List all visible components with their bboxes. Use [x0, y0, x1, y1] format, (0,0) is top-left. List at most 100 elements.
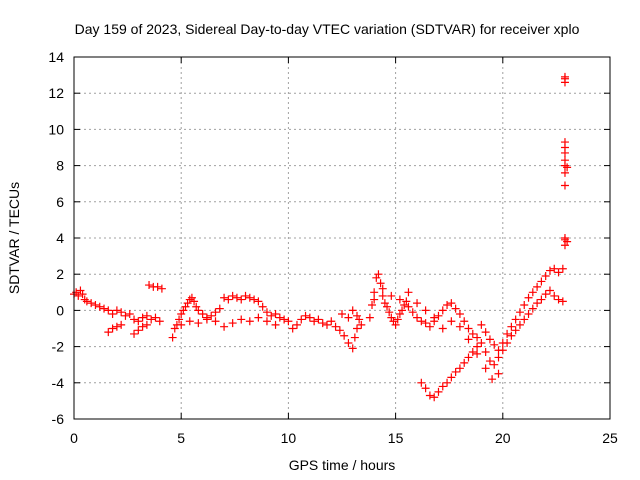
data-point [520, 315, 529, 324]
data-point [464, 335, 473, 344]
data-point [391, 320, 400, 329]
data-point [108, 310, 117, 319]
data-point [503, 329, 512, 338]
data-point [237, 295, 246, 304]
data-point [464, 324, 473, 333]
data-point [327, 317, 336, 326]
data-point [72, 288, 81, 297]
data-point [511, 315, 520, 324]
data-point [355, 315, 364, 324]
data-point [417, 378, 426, 387]
data-point [348, 306, 357, 315]
data-point [211, 317, 220, 326]
data-point [421, 319, 430, 328]
data-point [413, 313, 422, 322]
data-point [389, 317, 398, 326]
data-point [380, 299, 389, 308]
data-point [183, 299, 192, 308]
data-point [560, 72, 569, 81]
data-point [258, 302, 267, 311]
data-point [220, 322, 229, 331]
data-point [515, 320, 524, 329]
y-axis-label: SDTVAR / TECUs [6, 182, 22, 294]
data-point [494, 369, 503, 378]
grid-lines [74, 57, 610, 419]
data-point [207, 311, 216, 320]
data-point [275, 313, 284, 322]
data-point [421, 306, 430, 315]
data-point [117, 308, 126, 317]
data-point [402, 297, 411, 306]
data-point [395, 295, 404, 304]
data-point [528, 304, 537, 313]
data-point [179, 306, 188, 315]
data-point [74, 291, 83, 300]
data-point [473, 333, 482, 342]
data-point [262, 317, 271, 326]
data-point [344, 313, 353, 322]
y-tick-label: 4 [56, 230, 64, 246]
data-point [563, 163, 572, 172]
data-point [153, 282, 162, 291]
y-tick-label: -2 [52, 339, 65, 355]
data-point [117, 320, 126, 329]
data-point [87, 299, 96, 308]
data-point [550, 291, 559, 300]
x-tick-label: 5 [177, 430, 185, 446]
data-point [541, 290, 550, 299]
data-point [421, 384, 430, 393]
y-tick-label: 2 [56, 266, 64, 282]
data-point [417, 317, 426, 326]
data-point [554, 268, 563, 277]
data-point [451, 367, 460, 376]
data-point [398, 306, 407, 315]
data-point [395, 310, 404, 319]
data-point [185, 295, 194, 304]
data-point [138, 322, 147, 331]
data-point [267, 311, 276, 320]
data-point [378, 284, 387, 293]
data-point [378, 291, 387, 300]
data-point [177, 320, 186, 329]
y-tick-label: 14 [48, 49, 64, 65]
x-tick-label: 20 [495, 430, 511, 446]
data-point [262, 308, 271, 317]
data-point [280, 315, 289, 324]
data-point [224, 295, 233, 304]
data-point [560, 138, 569, 147]
data-point [515, 308, 524, 317]
data-point [177, 310, 186, 319]
data-point [142, 320, 151, 329]
data-point [91, 300, 100, 309]
data-point [447, 373, 456, 382]
data-point [477, 338, 486, 347]
data-point [560, 168, 569, 177]
data-point [271, 310, 280, 319]
data-point [455, 364, 464, 373]
data-point [490, 360, 499, 369]
data-point [284, 317, 293, 326]
data-point [250, 295, 259, 304]
data-point [430, 313, 439, 322]
data-point [215, 304, 224, 313]
data-point [558, 264, 567, 273]
data-point [130, 315, 139, 324]
data-point [314, 315, 323, 324]
data-point [560, 234, 569, 242]
data-point [563, 237, 572, 246]
data-point [404, 302, 413, 311]
plot-frame [73, 56, 611, 420]
data-point [76, 286, 85, 295]
data-point [288, 324, 297, 333]
data-point [142, 311, 151, 320]
data-point [175, 315, 184, 324]
data-point [310, 317, 319, 326]
data-point [387, 291, 396, 300]
data-point [481, 364, 490, 373]
data-point [560, 156, 569, 165]
data-point [537, 295, 546, 304]
data-point [481, 348, 490, 357]
data-point [134, 326, 143, 335]
data-point [385, 308, 394, 317]
data-point [447, 317, 456, 326]
